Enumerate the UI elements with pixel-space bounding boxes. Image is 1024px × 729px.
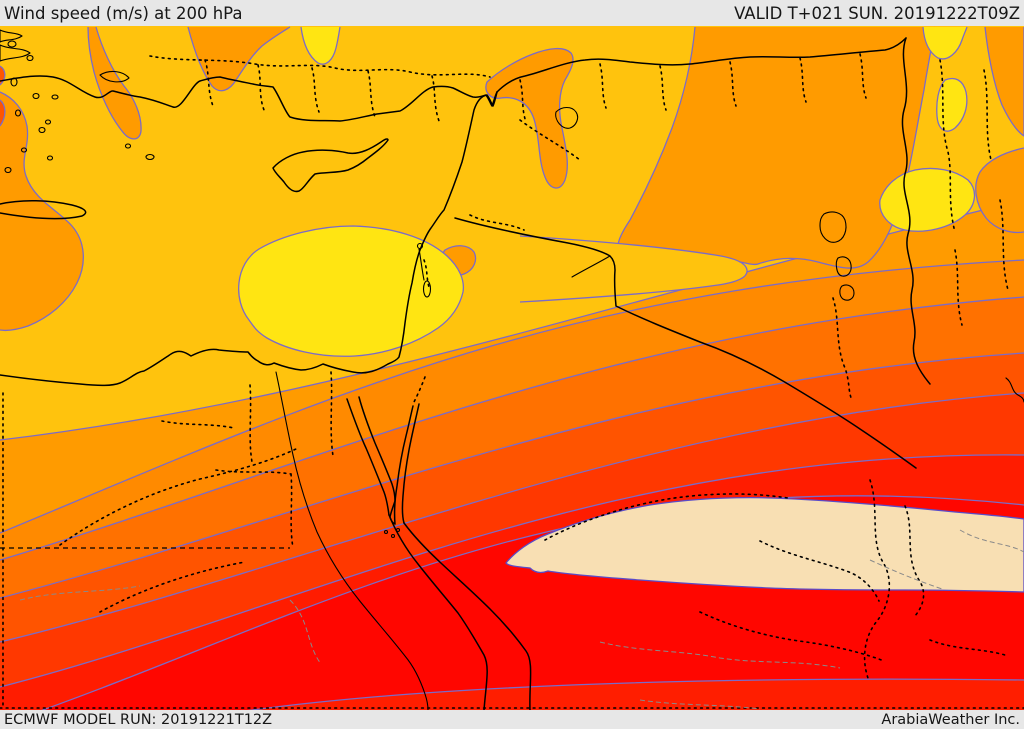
patch-ne-blob bbox=[617, 26, 936, 269]
contour-lines bbox=[0, 199, 1024, 710]
coastline-africa-levant bbox=[0, 91, 498, 387]
left-edge-red-slivers bbox=[0, 65, 6, 127]
coastline-cyprus bbox=[272, 138, 389, 193]
borders-gray-dashed bbox=[19, 529, 1024, 710]
coastline-marmara bbox=[99, 70, 130, 83]
yellow-ne-2 bbox=[936, 77, 968, 132]
coastline-greece-2 bbox=[0, 29, 23, 43]
gulf-head bbox=[1005, 377, 1024, 403]
coastline-turkey bbox=[0, 75, 498, 122]
patch-aegean-west bbox=[0, 91, 84, 332]
river-nile bbox=[275, 371, 429, 710]
jordan-river bbox=[418, 248, 425, 281]
coastlines bbox=[0, 29, 1024, 710]
patch-nw-turkey bbox=[87, 26, 142, 140]
aegean-islands bbox=[4, 40, 155, 174]
band-south-red bbox=[240, 679, 1024, 710]
lake-urmia bbox=[819, 211, 847, 243]
coastline-red-sea-east bbox=[403, 522, 532, 710]
yellow-central-turkey bbox=[300, 26, 341, 65]
inland-waters bbox=[383, 106, 1024, 539]
borders-dotted bbox=[0, 53, 1024, 710]
coastline-gulf-suez-west bbox=[346, 398, 390, 516]
model-run-label: ECMWF MODEL RUN: 20191221T12Z bbox=[4, 712, 272, 728]
coastline-red-sea-west bbox=[388, 514, 488, 710]
credit-label: ArabiaWeather Inc. bbox=[881, 712, 1020, 728]
lake-van bbox=[555, 106, 579, 129]
sea-of-galilee bbox=[416, 242, 424, 250]
coastline-aqaba-east bbox=[401, 403, 420, 524]
border-jordan-iraq-saudi bbox=[454, 217, 917, 469]
yellow-levant-low bbox=[238, 225, 465, 357]
patch-top-right-corner bbox=[984, 26, 1024, 137]
title-bar bbox=[0, 0, 1024, 26]
orange-patches bbox=[0, 26, 1024, 332]
border-iran-iraq bbox=[901, 37, 931, 385]
jet-core-region bbox=[505, 497, 1024, 593]
amber-tongue bbox=[519, 235, 748, 303]
dead-sea bbox=[422, 280, 432, 298]
yellow-ne-1 bbox=[922, 26, 968, 60]
lake-habbaniyah bbox=[839, 284, 855, 301]
coastline-sinai-tip-aqaba-west bbox=[389, 405, 414, 525]
coastline-sinai-west bbox=[358, 396, 396, 502]
coastline-greece-1 bbox=[0, 44, 31, 62]
patch-right-edge bbox=[975, 147, 1024, 234]
border-turkey-syria-iraq-iran bbox=[496, 37, 907, 93]
lake-tharthar bbox=[835, 256, 852, 277]
valid-time-label: VALID T+021 SUN. 20191222T09Z bbox=[734, 4, 1020, 23]
coastline-crete bbox=[0, 199, 87, 220]
border-spur bbox=[571, 255, 611, 278]
map-title: Wind speed (m/s) at 200 hPa bbox=[4, 4, 243, 23]
map-canvas bbox=[0, 26, 1024, 710]
footer-bar bbox=[0, 710, 1024, 729]
